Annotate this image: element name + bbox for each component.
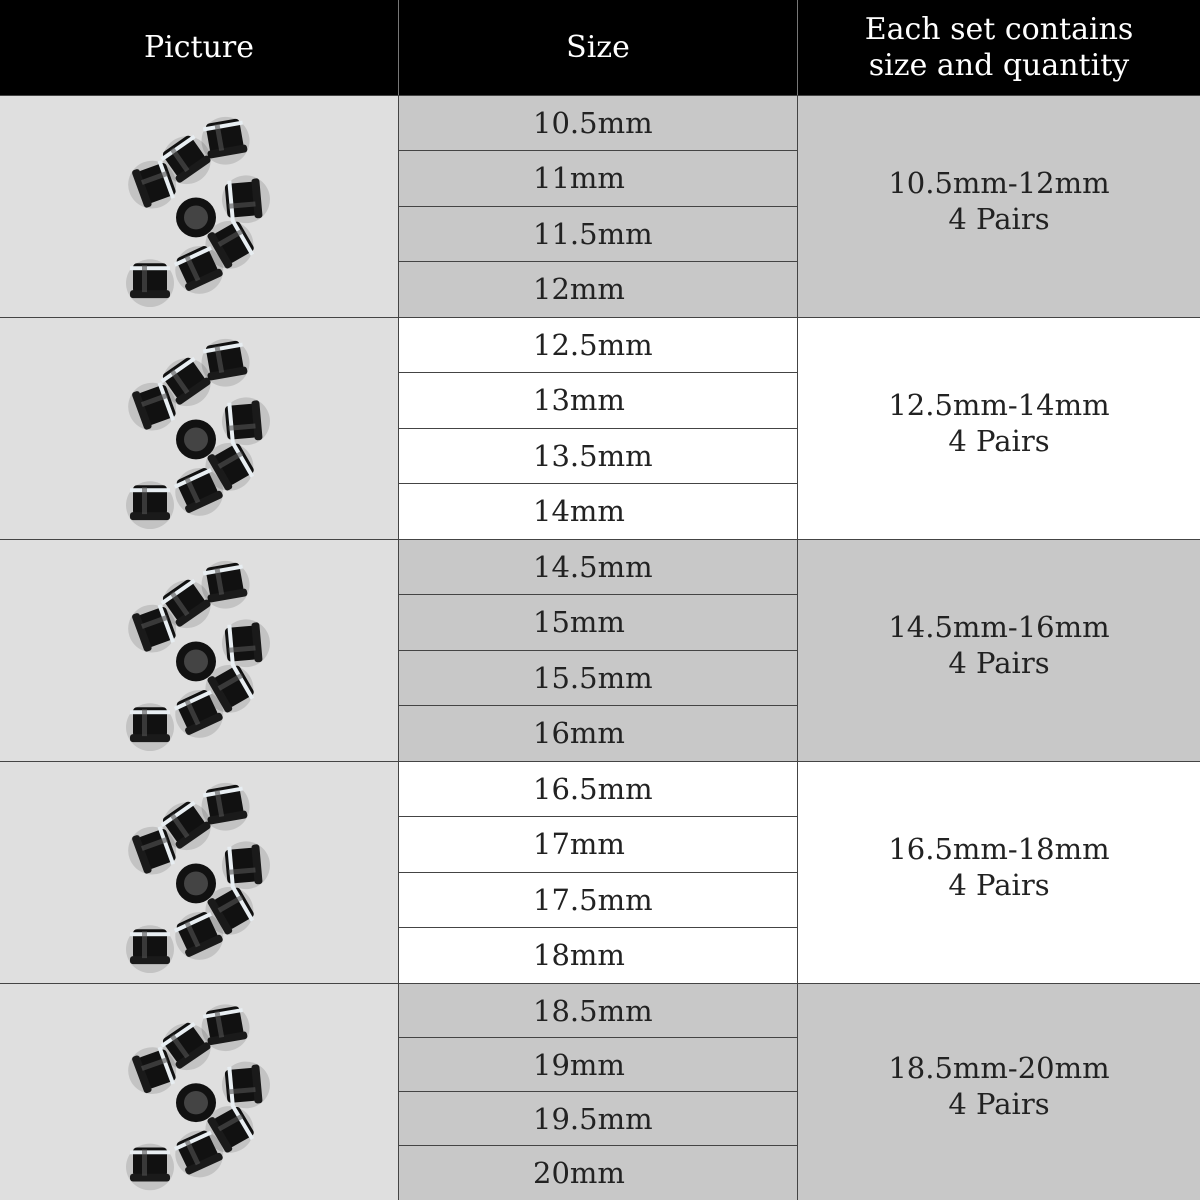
- product-picture: [0, 318, 399, 539]
- product-picture: [0, 984, 399, 1200]
- tunnel-plug: [173, 690, 224, 738]
- tunnel-plug: [221, 619, 270, 668]
- size-cell: 20mm: [533, 1156, 625, 1190]
- tunnel-plug: [201, 560, 250, 609]
- tunnel-plug: [126, 703, 174, 752]
- tunnel-plug: [221, 841, 270, 890]
- tunnel-ring: [176, 197, 216, 238]
- size-list: 10.5mm 11mm 11.5mm 12mm: [399, 96, 798, 317]
- tunnel-plug: [173, 1130, 224, 1178]
- tunnel-plug: [205, 663, 255, 713]
- size-cell: 10.5mm: [399, 96, 797, 152]
- size-cell: 19.5mm: [399, 1092, 797, 1146]
- size-list: 18.5mm 19mm 19.5mm 20mm: [399, 984, 798, 1200]
- quantity: 4 Pairs: [948, 645, 1050, 680]
- tunnel-plug: [221, 175, 270, 224]
- size-cell: 15mm: [399, 595, 797, 651]
- size-list: 16.5mm 17mm 17.5mm 18mm: [399, 762, 798, 983]
- tunnel-plug: [160, 1022, 211, 1071]
- tunnel-plug: [160, 800, 211, 851]
- tunnel-plug: [126, 481, 174, 530]
- header-set-line2: size and quantity: [868, 47, 1130, 83]
- size-group: 12.5mm 13mm 13.5mm 14mm 12.5mm-14mm 4 Pairs: [0, 317, 1200, 539]
- set-contents: 10.5mm-12mm 4 Pairs: [798, 96, 1200, 317]
- tunnel-plug: [205, 219, 255, 269]
- size-cell: 12mm: [533, 272, 625, 307]
- tunnel-plug: [201, 1004, 250, 1052]
- tunnel-plug: [201, 116, 250, 165]
- set-contents: 12.5mm-14mm 4 Pairs: [798, 318, 1200, 539]
- size-cell: 18.5mm: [399, 984, 797, 1038]
- quantity: 4 Pairs: [948, 867, 1050, 902]
- tunnel-plug: [160, 356, 211, 407]
- quantity: 4 Pairs: [948, 423, 1050, 458]
- product-picture: [0, 540, 399, 761]
- size-range: 16.5mm-18mm: [888, 831, 1110, 866]
- size-cell: 17.5mm: [399, 873, 797, 928]
- tunnel-plug: [221, 1061, 270, 1109]
- size-cell: 14.5mm: [399, 540, 797, 596]
- size-cell: 13mm: [399, 373, 797, 429]
- tunnel-plug: [126, 925, 174, 974]
- tunnel-plug: [128, 604, 177, 653]
- tunnel-ring: [176, 1083, 216, 1123]
- size-cell: 16mm: [533, 716, 625, 751]
- size-cell: 18mm: [533, 938, 625, 973]
- tunnel-plug: [205, 1104, 255, 1153]
- size-group: 14.5mm 15mm 15.5mm 16mm 14.5mm-16mm 4 Pairs: [0, 539, 1200, 761]
- size-group: 10.5mm 11mm 11.5mm 12mm 10.5mm-12mm 4 Pairs: [0, 95, 1200, 317]
- tunnel-plug: [173, 468, 224, 516]
- tunnel-plug: [173, 912, 224, 960]
- tunnel-ring: [176, 863, 216, 904]
- size-range: 12.5mm-14mm: [888, 387, 1110, 422]
- tunnel-plug: [128, 382, 177, 431]
- set-contents: 18.5mm-20mm 4 Pairs: [798, 984, 1200, 1200]
- size-list: 14.5mm 15mm 15.5mm 16mm: [399, 540, 798, 761]
- product-picture: [0, 762, 399, 983]
- header-set-contents: Each set contains size and quantity: [798, 0, 1200, 95]
- size-group: 16.5mm 17mm 17.5mm 18mm 16.5mm-18mm 4 Pairs: [0, 761, 1200, 983]
- tunnel-plug: [128, 160, 177, 209]
- size-cell: 16.5mm: [399, 762, 797, 818]
- size-cell: 19mm: [399, 1038, 797, 1092]
- tunnel-plug: [205, 441, 255, 491]
- set-contents: 16.5mm-18mm 4 Pairs: [798, 762, 1200, 983]
- size-cell: 11.5mm: [399, 207, 797, 262]
- tunnel-ring: [176, 641, 216, 682]
- size-cell: 12.5mm: [399, 318, 797, 374]
- tunnel-plug: [201, 338, 250, 387]
- header-size: Size: [399, 0, 798, 95]
- size-range: 18.5mm-20mm: [888, 1051, 1110, 1085]
- tunnel-plug: [128, 826, 177, 875]
- tunnel-plug: [160, 578, 211, 629]
- size-cell: 11mm: [399, 151, 797, 207]
- size-group: 18.5mm 19mm 19.5mm 20mm 18.5mm-20mm 4 Pairs: [0, 983, 1200, 1200]
- size-range: 10.5mm-12mm: [888, 165, 1110, 200]
- set-contents: 14.5mm-16mm 4 Pairs: [798, 540, 1200, 761]
- tunnel-plug: [221, 397, 270, 446]
- tunnel-plug: [160, 134, 211, 185]
- size-list: 12.5mm 13mm 13.5mm 14mm: [399, 318, 798, 539]
- product-picture: [0, 96, 399, 317]
- tunnel-ring: [176, 419, 216, 460]
- tunnel-plug: [201, 782, 250, 831]
- size-cell: 15.5mm: [399, 651, 797, 706]
- size-cell: 13.5mm: [399, 429, 797, 484]
- size-cell: 14mm: [533, 494, 625, 529]
- tunnel-plug: [128, 1046, 177, 1094]
- quantity: 4 Pairs: [948, 1087, 1050, 1121]
- header-picture: Picture: [0, 0, 399, 95]
- size-range: 14.5mm-16mm: [888, 609, 1110, 644]
- tunnel-plug: [173, 246, 224, 294]
- quantity: 4 Pairs: [948, 201, 1050, 236]
- tunnel-plug: [205, 885, 255, 935]
- size-cell: 17mm: [399, 817, 797, 873]
- tunnel-plug: [126, 1143, 174, 1191]
- tunnel-plug: [126, 259, 174, 308]
- header-set-line1: Each set contains: [864, 11, 1134, 47]
